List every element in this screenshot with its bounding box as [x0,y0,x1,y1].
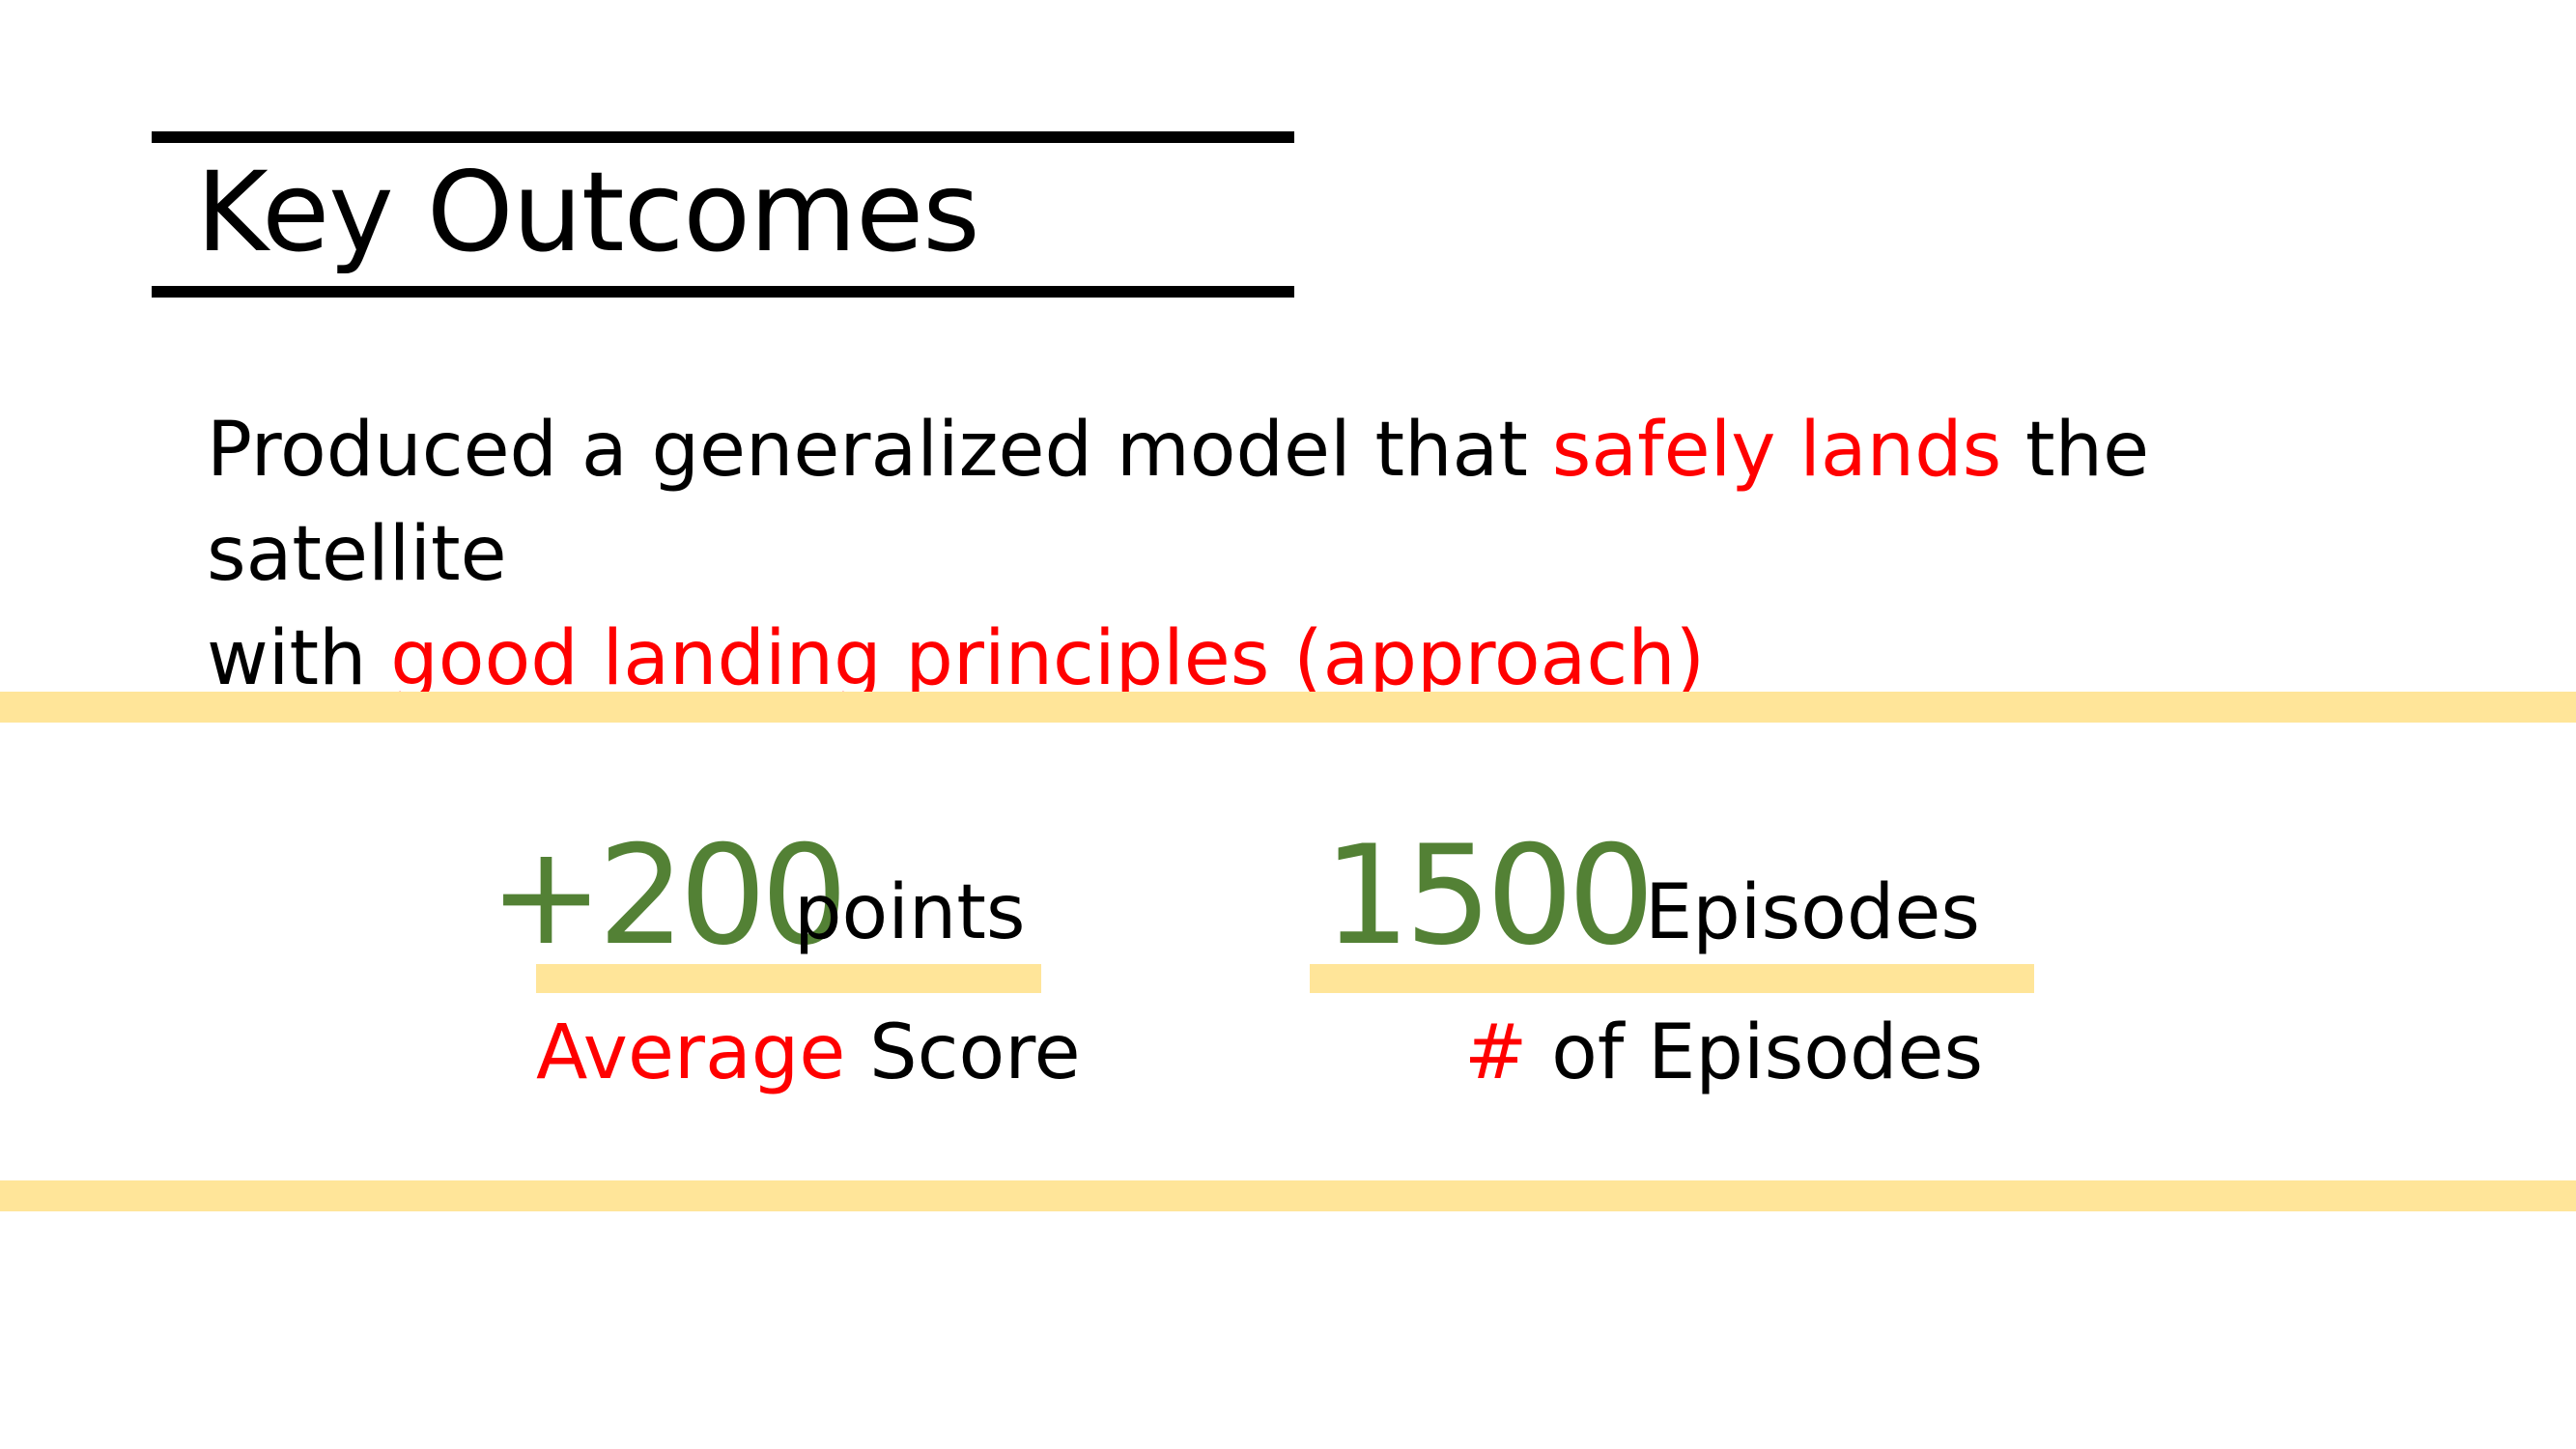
summary-line-2-prefix: with [207,615,391,702]
average-score-underline [536,964,1041,993]
episodes-underline [1310,964,2034,993]
summary-line-1-prefix: Produced a generalized model that [207,407,1552,494]
summary-line-2: with good landing principles (approach) [207,607,2428,711]
episodes-label: # of Episodes [1464,1005,1983,1101]
episodes-unit: Episodes [1645,869,1980,956]
summary-highlight-safely-lands: safely lands [1551,407,2002,494]
summary-highlight-landing-principles: good landing principles (approach) [390,615,1706,702]
average-score-unit: points [794,869,1026,956]
metrics-bottom-band [0,1180,2576,1211]
title-bottom-rule [152,286,1294,298]
average-score-value: +200 [489,816,848,976]
episodes-label-highlight: # [1464,1009,1528,1096]
episodes-label-rest: of Episodes [1527,1009,1984,1096]
summary-line-1: Produced a generalized model that safely… [207,398,2428,607]
title-top-rule [152,131,1294,143]
slide-title: Key Outcomes [196,148,980,276]
metrics-top-band [0,692,2576,723]
summary-line-1-suffix: the satellite [207,407,2150,598]
summary-text: Produced a generalized model that safely… [207,398,2428,711]
average-score-label: Average Score [536,1005,1081,1101]
episodes-value: 1500 [1323,816,1655,976]
average-score-label-highlight: Average [536,1009,846,1096]
average-score-label-rest: Score [845,1009,1081,1096]
